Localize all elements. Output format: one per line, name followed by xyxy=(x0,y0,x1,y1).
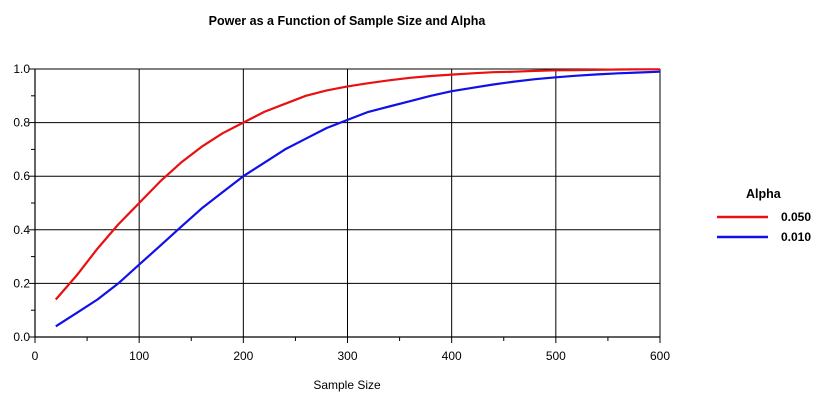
legend-label-0.050: 0.050 xyxy=(781,210,811,224)
x-tick-label: 200 xyxy=(233,349,253,363)
y-tick-label: 0.6 xyxy=(13,169,30,183)
x-tick-label: 400 xyxy=(442,349,462,363)
series-layer xyxy=(54,68,661,328)
series-line-0.010 xyxy=(55,70,661,328)
grid-lines xyxy=(35,68,661,337)
y-tick-label: 0.4 xyxy=(13,223,30,237)
y-tick-label: 1.0 xyxy=(13,62,30,76)
x-tick-label: 100 xyxy=(129,349,149,363)
legend-label-0.010: 0.010 xyxy=(781,230,811,244)
x-tick-label: 300 xyxy=(337,349,357,363)
legend: Alpha 0.050 0.010 xyxy=(717,187,811,244)
legend-title: Alpha xyxy=(746,187,782,201)
x-axis-label: Sample Size xyxy=(313,378,381,392)
x-tick-label: 0 xyxy=(32,349,39,363)
y-tick-label: 0.2 xyxy=(13,276,30,290)
y-tick-label: 0.8 xyxy=(13,116,30,130)
series-line-0.050 xyxy=(54,68,660,301)
x-tick-label: 600 xyxy=(650,349,670,363)
y-tick-label: 0.0 xyxy=(13,330,30,344)
chart-title: Power as a Function of Sample Size and A… xyxy=(209,14,487,28)
tick-labels: 0 100 200 300 400 500 600 0.0 0.2 0.4 0.6 0.8 1.0 xyxy=(13,62,670,363)
axes xyxy=(29,68,661,343)
x-tick-label: 500 xyxy=(546,349,566,363)
